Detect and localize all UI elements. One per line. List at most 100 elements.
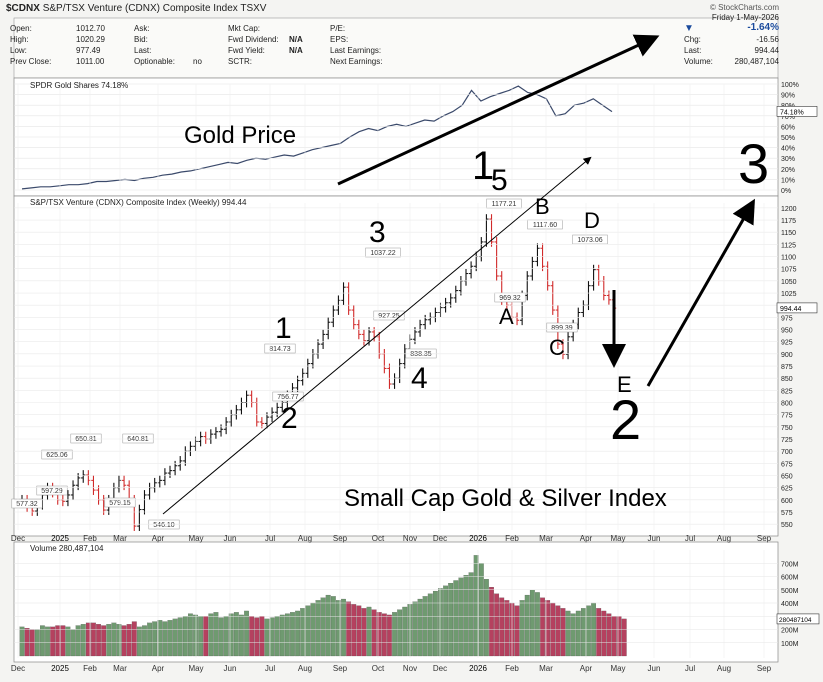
wave-2-label: 2 <box>281 402 298 435</box>
vol-x-tick: Oct <box>372 664 385 673</box>
volume-bar <box>346 601 352 657</box>
vol-x-tick: 2025 <box>51 664 69 673</box>
price-data-label: 640.81 <box>127 436 149 443</box>
price-x-tick: Sep <box>333 534 348 543</box>
price-x-tick: Dec <box>433 534 447 543</box>
channel-trend-line <box>162 156 592 515</box>
price-data-label-box <box>365 247 401 258</box>
volume-bar <box>55 625 61 657</box>
last-label: Last: <box>684 46 702 55</box>
volume-bar <box>499 597 505 657</box>
volume-bar <box>126 624 132 657</box>
volume-value: 280,487,104 <box>734 57 780 66</box>
price-data-label: 899.39 <box>551 325 573 332</box>
vol-x-tick: Feb <box>505 664 519 673</box>
volume-bar <box>504 600 510 657</box>
volume-bar <box>223 616 229 657</box>
volume-bar <box>540 597 545 657</box>
volume-bar <box>290 612 295 657</box>
volume-bar <box>616 616 622 657</box>
price-tick-label: 1175 <box>781 218 796 225</box>
price-x-tick: Jul <box>685 534 695 543</box>
volume-bar <box>351 604 357 657</box>
volume-bar <box>188 613 193 657</box>
volume-bar <box>45 626 50 657</box>
volume-bar <box>448 583 454 657</box>
price-data-label: 1073.06 <box>577 237 602 244</box>
volume-bar <box>560 608 566 657</box>
price-data-label: 650.81 <box>75 436 97 443</box>
up-arrow-to-3 <box>646 198 755 387</box>
volume-bar <box>387 614 392 657</box>
price-data-label-box <box>572 234 608 245</box>
open-label: Open: <box>10 24 32 33</box>
vol-last-box <box>776 613 820 625</box>
high-label: High: <box>10 35 29 44</box>
price-tick-label: 550 <box>781 522 793 529</box>
vol-tick-label: 500M <box>781 588 799 595</box>
volume-bar <box>397 609 403 657</box>
down-arrow-icon: ▼ <box>684 23 694 34</box>
price-tick-label: 1100 <box>781 255 796 262</box>
vol-x-tick: Sep <box>757 664 772 673</box>
wave-c-label: C <box>549 335 565 360</box>
volume-bar <box>249 616 255 657</box>
price-last-label: 994.44 <box>780 306 802 313</box>
price-x-tick: Aug <box>717 534 731 543</box>
gold-price-annotation: Gold Price <box>184 122 297 149</box>
gold-last-label: 74.18% <box>780 109 804 116</box>
volume-bar <box>519 600 525 657</box>
vol-x-tick: Aug <box>298 664 312 673</box>
price-tick-label: 575 <box>781 510 793 517</box>
wave-d-label: D <box>584 208 600 233</box>
small-cap-annotation: Small Cap Gold & Silver Index <box>344 485 667 512</box>
gold-tick-label: 70% <box>781 114 795 121</box>
vol-x-tick: Feb <box>83 664 97 673</box>
volume-panel-title: Volume 280,487,104 <box>30 544 104 553</box>
wave-4-label: 4 <box>411 362 428 395</box>
high-value: 1020.29 <box>76 35 105 44</box>
price-x-tick: 2026 <box>469 534 487 543</box>
price-data-label: 1177.21 <box>492 201 517 208</box>
volume-bar <box>218 617 224 657</box>
volume-bar <box>422 596 428 657</box>
volume-bar <box>432 590 438 657</box>
volume-bar <box>228 613 234 657</box>
price-data-label: 969.32 <box>499 295 521 302</box>
volume-bar <box>535 592 540 657</box>
volume-bar <box>305 605 311 657</box>
gold-tick-label: 90% <box>781 93 795 100</box>
price-tick-label: 1050 <box>781 279 797 286</box>
chg-value: -16.56 <box>756 35 779 44</box>
volume-bar <box>152 621 158 657</box>
volume-bar <box>193 614 198 657</box>
volume-bar <box>427 593 433 657</box>
volume-bar <box>545 600 551 657</box>
volume-bar <box>295 610 300 657</box>
volume-bar <box>325 594 331 657</box>
price-data-label-box <box>373 310 405 321</box>
price-data-label: 577.32 <box>16 501 38 508</box>
volume-bar <box>514 605 520 657</box>
price-tick-label: 600 <box>781 498 793 505</box>
vol-tick-label: 600M <box>781 575 799 582</box>
price-panel-title: S&P/TSX Venture (CDNX) Composite Index (… <box>30 198 247 207</box>
price-x-tick: Nov <box>403 534 417 543</box>
vol-x-tick: May <box>188 664 203 673</box>
price-tick-label: 825 <box>781 388 793 395</box>
next-earnings-label: Next Earnings: <box>330 57 383 66</box>
vol-x-tick: Dec <box>11 664 25 673</box>
header-panel <box>13 17 779 79</box>
gold-tick-label: 30% <box>781 156 795 163</box>
volume-bar <box>341 598 346 657</box>
wave-5-one-label: 1 <box>472 144 495 188</box>
gold-last-box <box>776 106 818 117</box>
gold-tick-label: 20% <box>781 167 795 174</box>
quote-date: Friday 1-May-2026 <box>711 13 779 22</box>
price-x-tick: May <box>188 534 203 543</box>
price-tick-label: 1075 <box>781 267 797 274</box>
price-tick-label: 1150 <box>781 230 796 237</box>
vol-tick-label: 400M <box>781 601 799 608</box>
volume-bar <box>458 577 464 657</box>
